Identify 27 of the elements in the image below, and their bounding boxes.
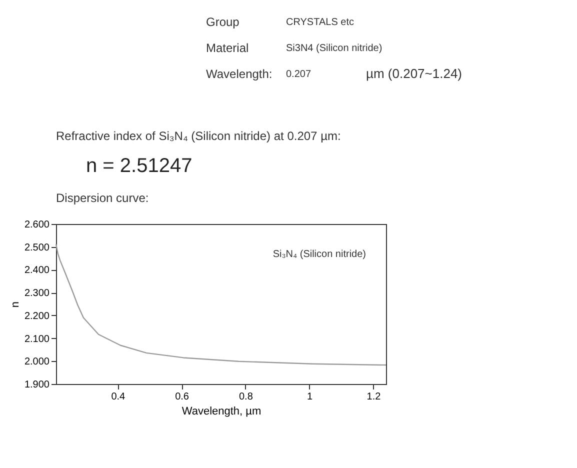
y-tick-label: 2.500: [24, 242, 50, 254]
chart-title: Dispersion curve:: [56, 191, 149, 205]
text: n = 2.51247: [86, 155, 192, 177]
y-axis-title: n: [9, 301, 22, 308]
x-tick-label: 1: [307, 392, 314, 402]
text: µm (0.207~1.24): [366, 66, 462, 81]
x-axis-title: Wavelength, µm: [182, 406, 262, 418]
x-tick-label: 0.8: [238, 392, 254, 402]
y-tick-label: 2.100: [24, 334, 50, 345]
text: Material: [206, 41, 249, 55]
y-tick-label: 2.200: [24, 310, 50, 322]
text: CRYSTALS etc: [286, 17, 354, 28]
y-tick-label: 1.900: [24, 380, 50, 390]
text: Refractive index of Si₃N₄ (Silicon nitride) at 0.207 µm:: [56, 129, 341, 143]
text: Si3N4 (Silicon nitride): [286, 43, 382, 54]
x-tick-label: 0.4: [111, 392, 126, 402]
y-tick-label: 2.600: [24, 220, 50, 230]
y-tick-label: 2.300: [24, 288, 50, 300]
line-series: [55, 244, 387, 366]
text: 0.207: [286, 69, 312, 80]
x-tick-label: 1.2: [366, 392, 382, 402]
x-tick-label: 0.6: [175, 392, 190, 402]
y-tick-label: 2.000: [24, 356, 50, 368]
y-tick-label: 2.400: [24, 265, 50, 276]
annotation: Si₃N₄ (Silicon nitride): [272, 249, 366, 260]
text: Wavelength:: [206, 67, 272, 81]
text: Group: [206, 15, 240, 29]
